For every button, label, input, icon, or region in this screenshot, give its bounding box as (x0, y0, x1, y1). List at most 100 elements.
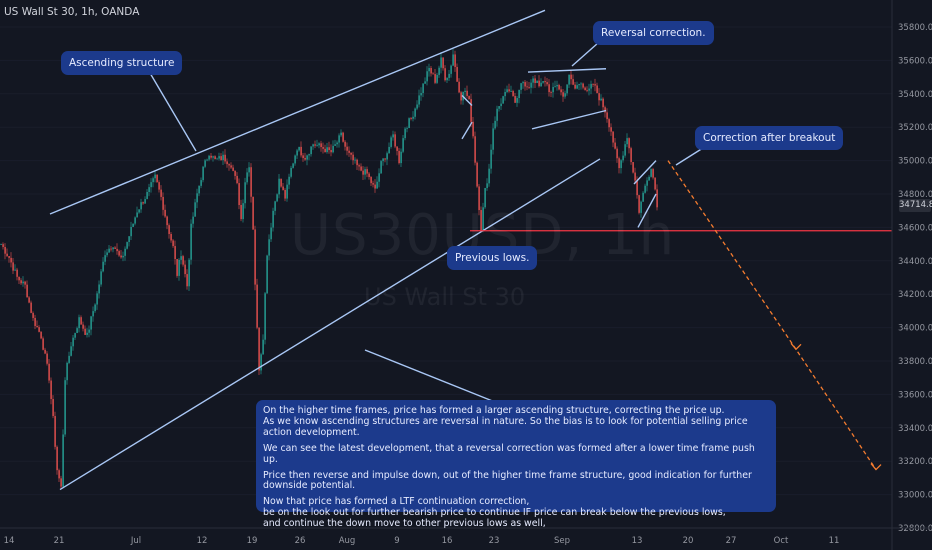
candle (584, 87, 586, 91)
price-tick-label: 34000.00 (898, 324, 932, 334)
candle (466, 90, 468, 96)
candle (158, 182, 160, 190)
candle (506, 89, 508, 93)
candle (0, 244, 2, 245)
callout-previous-lows[interactable]: Previous lows. (447, 246, 538, 270)
candle (442, 57, 444, 69)
candle (372, 183, 374, 185)
candle (370, 176, 372, 184)
candle (368, 173, 370, 177)
candle (70, 346, 72, 356)
callout-pointer-correction (675, 147, 704, 166)
trendline[interactable] (637, 193, 657, 228)
candle (650, 169, 652, 177)
candle (322, 147, 324, 149)
candle (24, 281, 26, 285)
trendline[interactable] (461, 121, 473, 140)
candle (470, 99, 472, 122)
candle (306, 155, 308, 160)
trendline[interactable] (59, 158, 601, 491)
candle (202, 166, 204, 181)
candle (496, 108, 498, 121)
candle (144, 199, 146, 204)
trendline[interactable] (49, 9, 546, 215)
candle (576, 85, 578, 89)
candle (314, 144, 316, 146)
projection-arrowhead (790, 342, 802, 351)
candle (406, 128, 408, 129)
candle (116, 248, 118, 252)
candle (82, 324, 84, 329)
time-tick-label: 21 (54, 536, 65, 546)
time-tick-label: Sep (554, 536, 570, 546)
candle (126, 242, 128, 249)
candle (2, 244, 4, 247)
candle (276, 194, 278, 202)
candle (586, 90, 588, 92)
candle (146, 191, 148, 200)
candle (134, 217, 136, 224)
trendline[interactable] (527, 68, 607, 73)
projection-path[interactable] (667, 160, 877, 470)
candle (580, 83, 582, 85)
candle (478, 186, 480, 211)
candle (412, 116, 414, 119)
candle (118, 251, 120, 256)
candle (200, 180, 202, 186)
candle (240, 205, 242, 220)
candle (594, 84, 596, 86)
trendline[interactable] (461, 94, 473, 106)
callout-ascending-structure[interactable]: Ascending structure (61, 51, 183, 75)
candle (566, 84, 568, 94)
candle (18, 276, 20, 281)
candle (438, 67, 440, 75)
candle (458, 81, 460, 93)
candle (392, 134, 394, 138)
candle (40, 331, 42, 339)
candle (428, 68, 430, 72)
candle (432, 73, 434, 75)
candle (176, 259, 178, 276)
candle (494, 120, 496, 129)
price-tick-label: 32800.00 (898, 524, 932, 534)
candle (38, 327, 40, 332)
callout-correction-after-breakout[interactable]: Correction after breakout (695, 126, 844, 150)
candle (266, 255, 268, 294)
trendline[interactable] (531, 109, 607, 130)
candle (96, 293, 98, 305)
candle (626, 138, 628, 145)
candle (86, 332, 88, 335)
candle (46, 353, 48, 364)
candle (558, 85, 560, 90)
candle (114, 247, 116, 249)
candle (326, 147, 328, 153)
candle (34, 317, 36, 326)
analysis-text-box[interactable]: On the higher time frames, price has for… (256, 400, 776, 529)
candle (236, 175, 238, 184)
candle (360, 166, 362, 171)
candle (226, 161, 228, 165)
time-tick-label: 20 (683, 536, 694, 546)
candle (454, 54, 456, 68)
candle (378, 173, 380, 182)
candle (352, 154, 354, 161)
candle (6, 253, 8, 257)
price-tick-label: 34800.00 (898, 190, 932, 200)
candle (342, 132, 344, 142)
candle (358, 165, 360, 167)
candle (168, 225, 170, 234)
candle (72, 337, 74, 347)
trendline[interactable] (633, 160, 657, 185)
candle (560, 89, 562, 93)
candle (242, 203, 244, 220)
callout-reversal-correction[interactable]: Reversal correction. (593, 21, 714, 45)
candle (142, 202, 144, 204)
candle (182, 256, 184, 265)
candle (424, 81, 426, 84)
candle (302, 155, 304, 158)
candle (644, 185, 646, 193)
candle (402, 138, 404, 152)
candle (124, 248, 126, 256)
candle (212, 156, 214, 158)
price-tick-label: 35800.00 (898, 23, 932, 33)
